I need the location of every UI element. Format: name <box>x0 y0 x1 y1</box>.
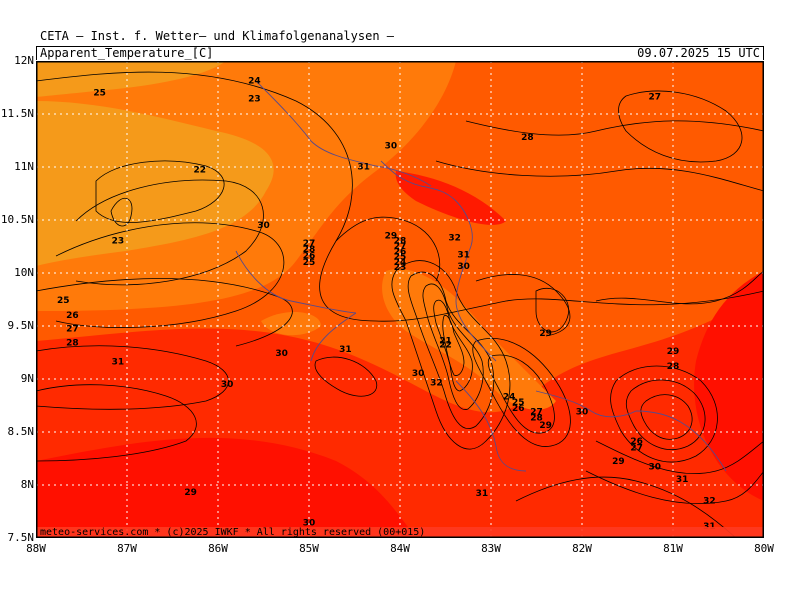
contour-value-label: 32 <box>703 496 716 506</box>
contour-value-label: 26 <box>512 404 525 414</box>
contour-value-label: 29 <box>667 347 680 357</box>
contour-value-label: 23 <box>394 263 407 273</box>
valid-time-label: 09.07.2025 15 UTC <box>637 46 760 60</box>
contour-value-label: 31 <box>457 251 470 261</box>
contour-value-label: 27 <box>66 325 79 335</box>
zone-deep-red-east <box>694 271 764 501</box>
lat-tick-label: 10.5N <box>0 213 34 226</box>
contour-value-label: 28 <box>530 414 543 424</box>
contour-value-label: 24 <box>503 393 516 403</box>
contour-value-label: 30 <box>649 463 662 473</box>
contour-value-label: 30 <box>385 141 398 151</box>
map-frame <box>36 61 764 538</box>
lon-tick-label: 82W <box>572 542 592 555</box>
zone-highland-orange <box>382 269 556 410</box>
lat-tick-label: 8N <box>20 478 34 491</box>
lon-tick-label: 84W <box>390 542 410 555</box>
lat-tick-label: 8.5N <box>7 425 35 438</box>
contour-value-label: 31 <box>339 345 352 355</box>
copyright-footer: meteo-services.com * (c)2025 IWKF * All … <box>40 527 426 538</box>
contour-value-label: 28 <box>521 133 534 143</box>
contour-value-label: 21 <box>439 336 452 346</box>
zone-deep-red <box>36 437 416 538</box>
lon-tick-label: 86W <box>208 542 228 555</box>
variable-label: Apparent_Temperature_[C] <box>40 46 214 60</box>
lon-tick-label: 87W <box>117 542 137 555</box>
lat-tick-label: 10N <box>14 266 34 279</box>
lat-tick-label: 9.5N <box>7 319 35 332</box>
contour-value-label: 23 <box>112 237 125 247</box>
contour-value-label: 29 <box>539 329 552 339</box>
contour-value-label: 26 <box>66 311 79 321</box>
contour-value-label: 30 <box>221 380 234 390</box>
contour-value-label: 25 <box>394 253 407 263</box>
contour-value-label: 31 <box>357 163 370 173</box>
contour-value-label: 31 <box>112 358 125 368</box>
footer-band <box>36 527 764 538</box>
map-title: CETA — Inst. f. Wetter— und Klimafolgena… <box>40 29 395 43</box>
contour-value-label: 30 <box>576 407 589 417</box>
contour-value-label: 22 <box>194 166 207 176</box>
contour-value-label: 25 <box>512 398 525 408</box>
contour-value-label: 29 <box>539 421 552 431</box>
contour-value-label: 27 <box>394 242 407 252</box>
contour-value-label: 30 <box>275 349 288 359</box>
contour-value-label: 26 <box>630 437 643 447</box>
contour-value-label: 26 <box>394 247 407 257</box>
lon-tick-label: 85W <box>299 542 319 555</box>
contour-value-label: 32 <box>448 234 461 244</box>
zone-bay-orange <box>261 311 321 336</box>
contour-value-label: 29 <box>184 488 197 498</box>
lat-tick-label: 11N <box>14 160 34 173</box>
contour-value-label: 31 <box>676 475 689 485</box>
coastlines <box>235 80 727 472</box>
zone-light-orange <box>36 101 274 266</box>
contour-value-label: 29 <box>385 231 398 241</box>
zone-light-orange-top <box>36 61 226 97</box>
contour-value-label: 28 <box>303 245 316 255</box>
contour-value-label: 25 <box>303 258 316 268</box>
contour-value-label: 27 <box>303 239 316 249</box>
lat-tick-label: 11.5N <box>0 107 34 120</box>
contour-value-label: 24 <box>248 77 261 87</box>
contour-value-label: 25 <box>57 296 70 306</box>
contour-value-label: 27 <box>530 407 543 417</box>
contour-value-label: 32 <box>430 379 443 389</box>
contour-value-label: 31 <box>476 489 489 499</box>
contour-value-label: 22 <box>439 341 452 351</box>
contour-value-label: 28 <box>394 237 407 247</box>
lon-tick-label: 83W <box>481 542 501 555</box>
zone-deep-red-gulf <box>395 171 506 225</box>
contour-value-label: 23 <box>248 95 261 105</box>
contour-value-label: 28 <box>667 362 680 372</box>
lon-tick-label: 81W <box>663 542 683 555</box>
contour-value-label: 29 <box>612 457 625 467</box>
subtitle-bar <box>36 46 764 60</box>
lat-lon-grid <box>36 61 764 538</box>
contour-value-label: 28 <box>66 339 79 349</box>
contour-value-label: 30 <box>457 262 470 272</box>
contour-value-label: 24 <box>394 258 407 268</box>
contour-value-label: 31 <box>703 522 716 532</box>
lat-tick-label: 9N <box>20 372 34 385</box>
lon-tick-label: 88W <box>26 542 46 555</box>
lat-tick-label: 12N <box>14 54 34 67</box>
contour-value-label: 30 <box>303 519 316 529</box>
lon-tick-label: 80W <box>754 542 774 555</box>
contour-value-label: 25 <box>93 88 106 98</box>
contour-value-label: 30 <box>412 369 425 379</box>
contour-value-label: 27 <box>630 443 643 453</box>
contour-value-label: 26 <box>303 252 316 262</box>
lat-tick-label: 7.5N <box>7 531 35 544</box>
contour-lines <box>36 71 764 538</box>
contour-value-label: 30 <box>257 221 270 231</box>
contour-value-label: 27 <box>649 93 662 103</box>
